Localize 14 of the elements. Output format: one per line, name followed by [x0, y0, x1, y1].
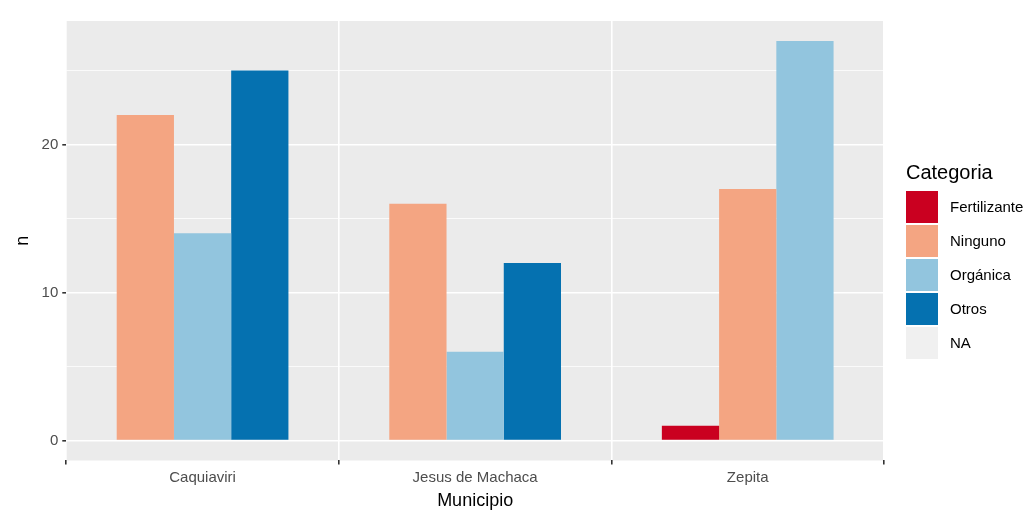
y-axis-title: n	[11, 235, 32, 246]
x-axis-title: Municipio	[437, 490, 514, 511]
legend-title: Categoria	[906, 160, 994, 184]
legend-label: Otros	[950, 300, 987, 317]
legend-label: Orgánica	[950, 266, 1011, 283]
legend-label: Ninguno	[950, 232, 1006, 249]
y-tick-label: 0	[49, 430, 59, 448]
x-tick-label: Caquiaviri	[169, 467, 236, 485]
legend-label: Fertilizante	[950, 198, 1024, 215]
legend-label: NA	[950, 334, 971, 351]
x-tick-label: Jesus de Machaca	[412, 467, 539, 485]
x-tick-label: Zepita	[726, 467, 770, 485]
y-tick-label: 20	[41, 134, 59, 152]
y-tick-label: 10	[41, 282, 59, 300]
